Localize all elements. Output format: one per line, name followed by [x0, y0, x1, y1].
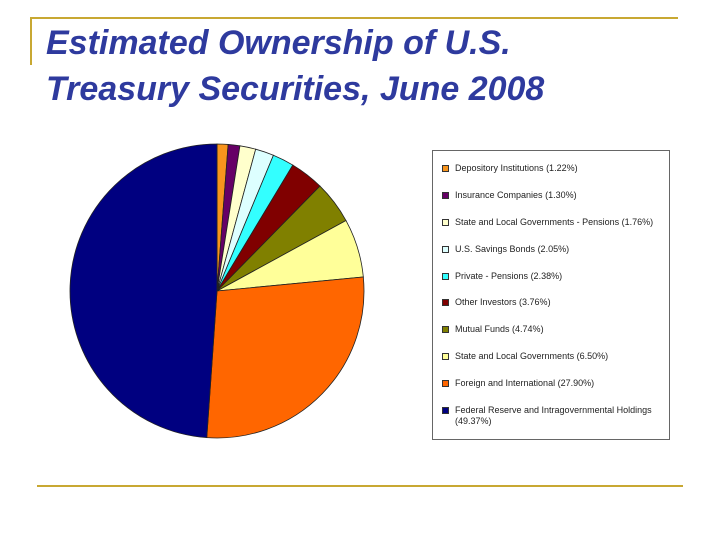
legend-swatch	[442, 191, 449, 199]
pie-slice	[69, 143, 218, 439]
legend-label: Depository Institutions	[455, 162, 544, 173]
legend-label: Foreign and International	[455, 378, 556, 389]
legend-entry: Mutual Funds (4.74%)	[442, 324, 661, 335]
legend-value: (3.76%)	[519, 297, 551, 308]
legend-label: U.S. Savings Bonds	[455, 243, 536, 254]
legend-label: Federal Reserve and Intragovernmental Ho…	[455, 404, 652, 415]
legend-value: (2.38%)	[530, 270, 563, 281]
legend: Depository Institutions (1.22%) Insurance…	[432, 150, 670, 440]
legend-entry: Other Investors (3.76%)	[442, 297, 661, 308]
legend-swatch	[442, 406, 449, 414]
legend-value: (6.50%)	[576, 351, 609, 362]
legend-entry: U.S. Savings Bonds (2.05%)	[442, 243, 661, 255]
legend-entry: Foreign and International (27.90%)	[442, 378, 661, 389]
legend-swatch	[442, 164, 449, 172]
top-rule	[30, 17, 678, 19]
legend-label: Mutual Funds	[455, 324, 510, 335]
legend-label: State and Local Governments - Pensions	[455, 216, 620, 227]
chart-title: Estimated Ownership of U.S. Treasury Sec…	[46, 24, 545, 108]
left-rule	[30, 17, 32, 65]
legend-label: Insurance Companies	[455, 189, 543, 200]
legend-value: (2.05%)	[537, 243, 570, 254]
legend-swatch	[442, 272, 449, 280]
legend-value: (1.76%)	[621, 216, 654, 227]
legend-value: (27.90%)	[557, 378, 595, 389]
legend-entry: Federal Reserve and Intragovernmental Ho…	[442, 404, 661, 427]
legend-value: (1.30%)	[545, 189, 577, 200]
legend-value: (49.37%)	[455, 415, 492, 426]
legend-label: State and Local Governments	[455, 351, 575, 362]
legend-swatch	[442, 299, 449, 307]
legend-entry: State and Local Governments (6.50%)	[442, 351, 661, 362]
legend-entry: State and Local Governments - Pensions (…	[442, 216, 661, 228]
legend-label: Other Investors	[455, 297, 517, 308]
legend-swatch	[442, 245, 449, 253]
legend-swatch	[442, 353, 449, 361]
legend-entry: Private - Pensions (2.38%)	[442, 270, 661, 282]
legend-value: (1.22%)	[546, 162, 578, 173]
pie-slice	[206, 276, 365, 439]
bottom-rule	[37, 485, 683, 487]
pie-chart	[69, 143, 365, 439]
legend-entry: Insurance Companies (1.30%)	[442, 189, 661, 201]
legend-value: (4.74%)	[512, 324, 544, 335]
legend-swatch	[442, 218, 449, 226]
legend-label: Private - Pensions	[455, 270, 529, 281]
legend-entry: Depository Institutions (1.22%)	[442, 162, 661, 174]
legend-swatch	[442, 326, 449, 334]
legend-swatch	[442, 380, 449, 388]
